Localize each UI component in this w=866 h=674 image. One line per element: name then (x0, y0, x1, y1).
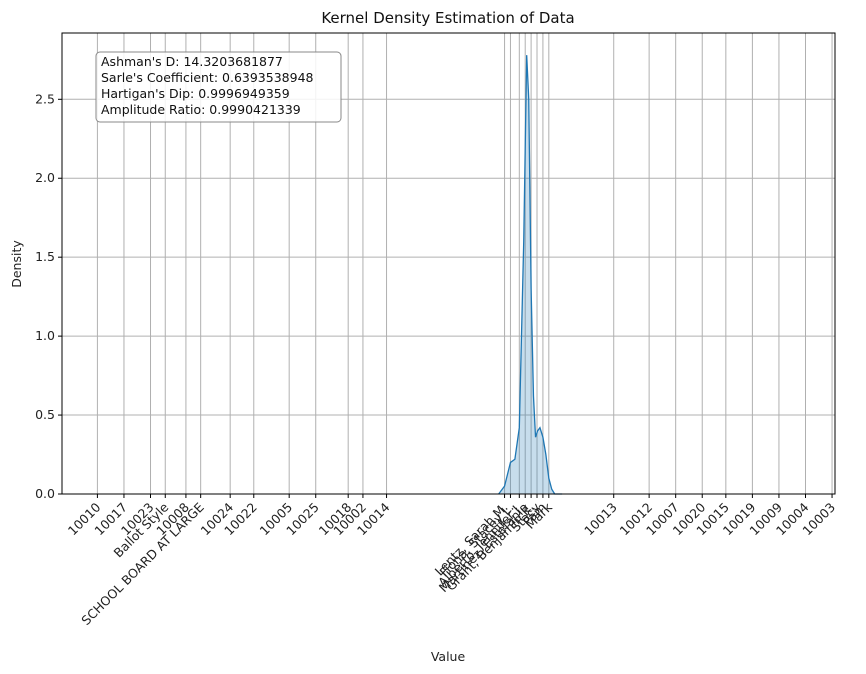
y-tick-label: 0.0 (35, 486, 55, 501)
stats-line: Ashman's D: 14.3203681877 (101, 54, 283, 69)
y-axis-ticks: 0.0 0.5 1.0 1.5 2.0 2.5 (35, 91, 62, 501)
x-tick-label: 10013 (581, 500, 620, 539)
stats-line: Hartigan's Dip: 0.9996949359 (101, 86, 290, 101)
y-axis-title: Density (9, 240, 24, 288)
stats-box-frame (95, 51, 342, 123)
y-tick-label: 2.0 (35, 170, 55, 185)
plot-frame (61, 32, 836, 495)
y-tick-label: 2.5 (35, 91, 55, 106)
stats-line: Amplitude Ratio: 0.9990421339 (101, 102, 301, 117)
x-axis-title: Value (431, 649, 466, 664)
y-tick-label: 0.5 (35, 407, 55, 422)
y-tick-label: 1.5 (35, 249, 55, 264)
density-line (498, 55, 563, 495)
stats-line: Sarle's Coefficient: 0.6393538948 (101, 70, 314, 85)
chart-title: Kernel Density Estimation of Data (321, 9, 574, 27)
y-tick-label: 1.0 (35, 328, 55, 343)
density-curve-layer (498, 55, 563, 495)
